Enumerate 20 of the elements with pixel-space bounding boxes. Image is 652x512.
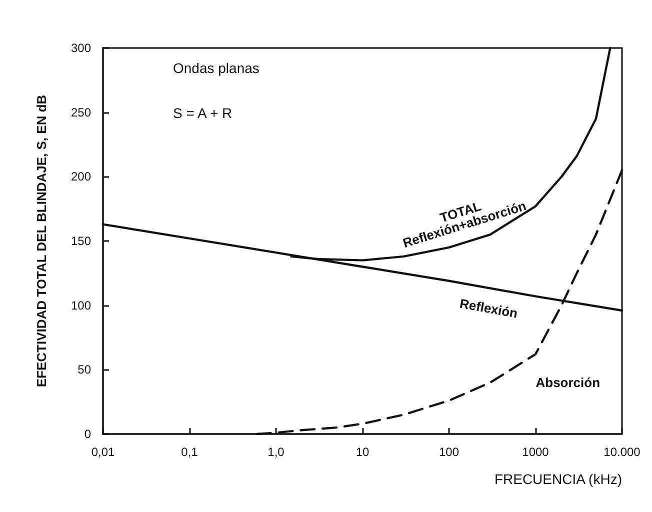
y-tick-label: 100 [70,298,92,312]
y-tick-label: 200 [70,170,92,184]
y-tick-label: 0 [84,427,92,441]
y-tick-label: 50 [78,362,92,377]
x-tick-label: 10 [356,445,370,459]
x-tick-label: 100 [438,445,460,459]
y-axis-title: EFECTIVIDAD TOTAL DEL BLINDAJE, S, EN dB [34,94,49,388]
annotation: Ondas planas [173,60,260,76]
y-tick-label: 150 [70,234,92,248]
series-label: Absorción [536,374,600,390]
x-tick-label: 0,01 [91,445,115,459]
text: Reflexión [458,296,519,321]
x-axis-title: FRECUENCIA (kHz) [494,471,622,487]
y-tick-label: 300 [70,41,92,55]
x-tick-label: 0,1 [181,445,198,459]
x-tick-label: 1000 [522,445,550,459]
annotation: S = A + R [173,105,232,121]
y-tick-label: 250 [70,105,92,120]
x-tick-label: 10.000 [604,445,641,459]
x-tick-label: 1,0 [268,445,285,459]
